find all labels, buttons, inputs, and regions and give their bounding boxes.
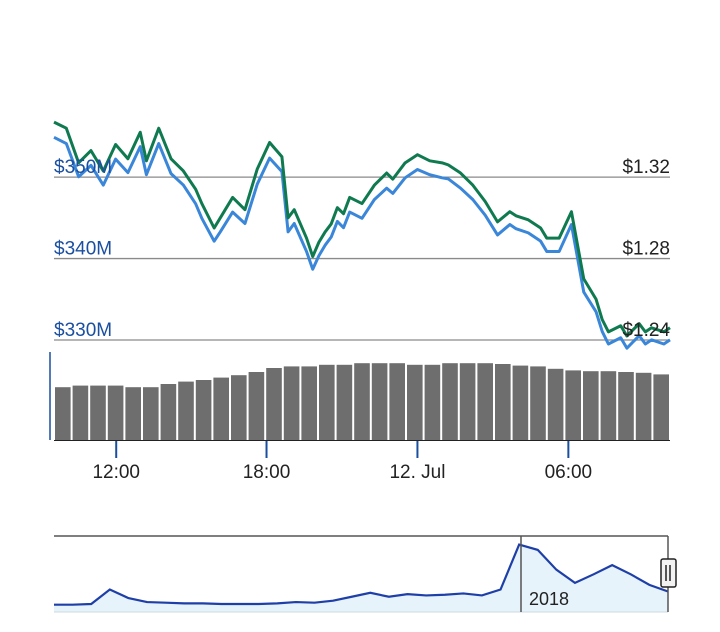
volume-bar-23 xyxy=(459,363,476,440)
x-axis: 12:00 18:00 12. Jul 06:00 xyxy=(92,441,592,483)
volume-bar-21 xyxy=(424,364,441,440)
x-tick-label-1: 18:00 xyxy=(243,462,291,483)
volume-bar-15 xyxy=(319,364,335,440)
volume-bar-4 xyxy=(125,387,141,440)
volume-bar-28 xyxy=(547,368,564,440)
volume-bar-13 xyxy=(283,366,300,440)
volume-bar-8 xyxy=(195,380,212,440)
x-tick-label-3: 06:00 xyxy=(545,462,593,483)
volume-bar-3 xyxy=(107,385,124,440)
volume-bar-16 xyxy=(336,364,353,440)
volume-bar-31 xyxy=(600,371,617,440)
volume-bar-26 xyxy=(512,365,529,440)
navigator-handle[interactable] xyxy=(660,558,677,588)
series-line-market-cap xyxy=(53,135,671,350)
volume-bar-19 xyxy=(389,363,405,440)
volume-bar-24 xyxy=(477,363,493,440)
series-line-price xyxy=(53,120,671,338)
y-axis-left: $330M $340M $350M xyxy=(54,157,112,341)
volume-bar-14 xyxy=(301,366,317,440)
y-axis-right: $1.24 $1.28 $1.32 xyxy=(622,157,670,341)
volume-bar-22 xyxy=(442,363,458,440)
gridlines xyxy=(54,176,670,341)
volume-bar-27 xyxy=(530,366,546,440)
navigator-year-label: 2018 xyxy=(529,589,569,609)
volume-bar-29 xyxy=(565,370,581,440)
y-right-tick-1: $1.28 xyxy=(622,239,670,260)
volume-bar-7 xyxy=(178,381,194,440)
volume-bar-6 xyxy=(160,384,177,440)
x-tick-label-0: 12:00 xyxy=(92,462,140,483)
y-right-tick-0: $1.24 xyxy=(622,320,670,341)
volume-bars xyxy=(49,352,670,441)
volume-bar-11 xyxy=(248,372,265,440)
volume-bar-30 xyxy=(583,371,599,440)
volume-bar-34 xyxy=(653,374,669,440)
volume-bar-18 xyxy=(371,363,388,440)
navigator[interactable]: 2018 xyxy=(54,535,677,613)
navigator-line xyxy=(54,543,669,606)
volume-bar-2 xyxy=(90,385,106,440)
navigator-area xyxy=(54,544,668,612)
x-tick-label-2: 12. Jul xyxy=(389,462,445,483)
volume-bar-0 xyxy=(55,387,71,440)
y-left-tick-2: $350M xyxy=(54,157,112,178)
volume-bar-32 xyxy=(618,372,634,440)
volume-bar-5 xyxy=(143,387,159,440)
volume-bar-12 xyxy=(266,368,282,440)
y-left-tick-0: $330M xyxy=(54,320,112,341)
volume-bar-9 xyxy=(213,377,229,440)
volume-bar-25 xyxy=(495,364,511,440)
volume-bar-17 xyxy=(354,363,370,440)
volume-bar-10 xyxy=(231,375,247,440)
volume-bar-33 xyxy=(635,372,652,440)
price-lines xyxy=(53,120,671,350)
volume-bar-1 xyxy=(72,385,89,440)
y-left-tick-1: $340M xyxy=(54,239,112,260)
volume-bar-20 xyxy=(407,364,423,440)
y-right-tick-2: $1.32 xyxy=(622,157,670,178)
